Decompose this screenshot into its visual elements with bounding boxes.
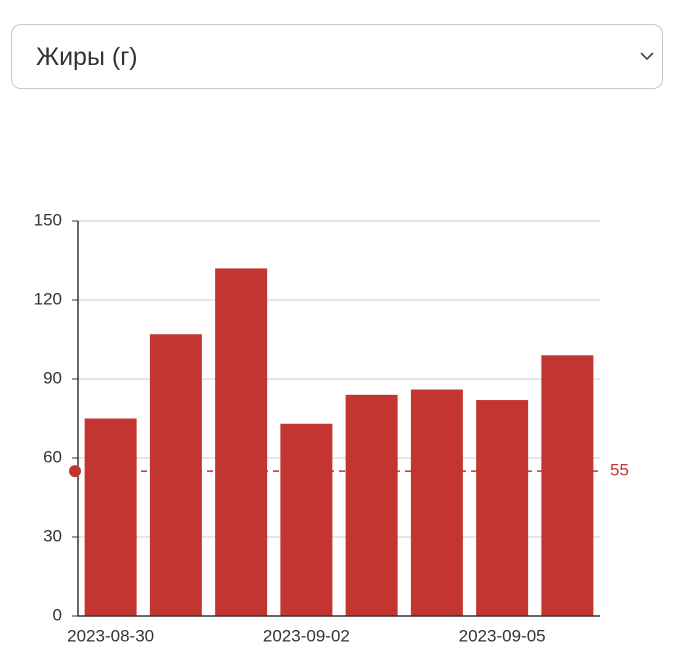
bar: [84, 418, 137, 616]
bar: [410, 389, 463, 616]
reference-label: 55: [610, 461, 629, 480]
y-tick-label: 0: [53, 605, 62, 624]
y-tick-label: 60: [43, 447, 62, 466]
bar: [541, 355, 594, 616]
metric-select[interactable]: Жиры (г): [11, 24, 663, 89]
x-tick-label: 2023-08-30: [67, 626, 154, 645]
y-tick-label: 150: [34, 210, 62, 229]
bar: [215, 268, 268, 616]
bar: [149, 334, 202, 616]
x-tick-label: 2023-09-05: [459, 626, 546, 645]
reference-dot: [69, 465, 81, 478]
x-tick-label: 2023-09-02: [263, 626, 350, 645]
y-tick-label: 30: [43, 526, 62, 545]
bar: [476, 400, 529, 616]
chevron: [640, 52, 654, 61]
y-tick-label: 120: [34, 289, 62, 308]
select-label: Жиры (г): [36, 43, 138, 71]
bar: [345, 394, 398, 616]
bar: [280, 423, 333, 616]
y-tick-label: 90: [43, 368, 62, 387]
